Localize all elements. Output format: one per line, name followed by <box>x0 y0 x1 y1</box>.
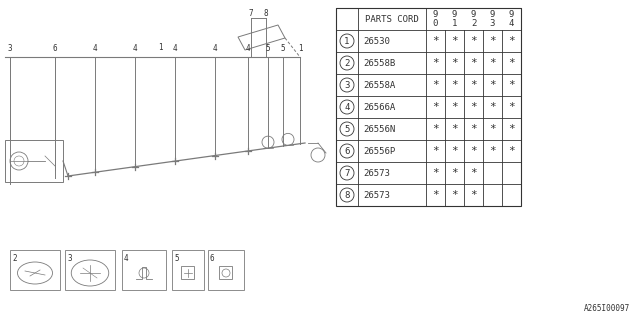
Text: A265I00097: A265I00097 <box>584 304 630 313</box>
Text: 5: 5 <box>281 44 285 53</box>
Text: 26556N: 26556N <box>363 124 396 133</box>
Text: 6: 6 <box>344 147 349 156</box>
Bar <box>172 250 204 290</box>
Text: *: * <box>470 190 477 200</box>
Text: *: * <box>489 102 496 112</box>
Text: *: * <box>470 58 477 68</box>
Text: *: * <box>432 146 439 156</box>
Text: *: * <box>508 36 515 46</box>
Text: 2: 2 <box>344 59 349 68</box>
Bar <box>65 250 115 290</box>
Text: 4: 4 <box>212 44 218 53</box>
Text: 4: 4 <box>132 44 138 53</box>
Bar <box>208 250 244 290</box>
Text: 26530: 26530 <box>363 36 390 45</box>
Text: 6: 6 <box>52 44 58 53</box>
Text: 5: 5 <box>174 254 179 263</box>
Text: *: * <box>489 146 496 156</box>
Text: *: * <box>470 146 477 156</box>
Text: 1: 1 <box>344 36 349 45</box>
Text: *: * <box>470 80 477 90</box>
Bar <box>122 250 166 290</box>
Text: 26556P: 26556P <box>363 147 396 156</box>
Text: 26573: 26573 <box>363 169 390 178</box>
Bar <box>336 8 521 206</box>
Text: *: * <box>470 102 477 112</box>
Text: 7: 7 <box>344 169 349 178</box>
Text: 9
1: 9 1 <box>452 10 457 28</box>
Text: 1: 1 <box>157 43 163 52</box>
Text: *: * <box>451 58 458 68</box>
Text: 6: 6 <box>210 254 214 263</box>
Bar <box>181 266 194 279</box>
Bar <box>5 140 63 182</box>
Text: 26573: 26573 <box>363 190 390 199</box>
Text: 4: 4 <box>93 44 97 53</box>
Text: 1: 1 <box>298 44 302 53</box>
Text: *: * <box>508 124 515 134</box>
Text: 26566A: 26566A <box>363 102 396 111</box>
Text: *: * <box>508 102 515 112</box>
Text: *: * <box>432 58 439 68</box>
Text: *: * <box>489 80 496 90</box>
Text: *: * <box>470 36 477 46</box>
Text: 3: 3 <box>8 44 12 53</box>
Text: *: * <box>432 168 439 178</box>
Text: 4: 4 <box>344 102 349 111</box>
Text: *: * <box>451 124 458 134</box>
Text: *: * <box>432 102 439 112</box>
Text: *: * <box>451 102 458 112</box>
Text: *: * <box>451 190 458 200</box>
Text: 4: 4 <box>124 254 129 263</box>
Text: 2: 2 <box>12 254 17 263</box>
Text: *: * <box>432 124 439 134</box>
Text: 8: 8 <box>344 190 349 199</box>
Text: 5: 5 <box>344 124 349 133</box>
Bar <box>219 266 232 279</box>
Text: 26558B: 26558B <box>363 59 396 68</box>
Text: *: * <box>432 190 439 200</box>
Text: *: * <box>432 80 439 90</box>
Text: *: * <box>470 168 477 178</box>
Text: *: * <box>432 36 439 46</box>
Text: 7: 7 <box>249 9 253 18</box>
Text: *: * <box>508 58 515 68</box>
Text: *: * <box>508 146 515 156</box>
Bar <box>10 250 60 290</box>
Text: 9
0: 9 0 <box>433 10 438 28</box>
Text: 9
3: 9 3 <box>490 10 495 28</box>
Text: 9
4: 9 4 <box>509 10 514 28</box>
Text: *: * <box>489 58 496 68</box>
Text: *: * <box>489 124 496 134</box>
Text: 4: 4 <box>246 44 250 53</box>
Text: *: * <box>451 36 458 46</box>
Text: *: * <box>451 146 458 156</box>
Text: 3: 3 <box>344 81 349 90</box>
Text: *: * <box>508 80 515 90</box>
Text: 5: 5 <box>266 44 270 53</box>
Text: 4: 4 <box>173 44 177 53</box>
Text: 9
2: 9 2 <box>471 10 476 28</box>
Text: *: * <box>451 168 458 178</box>
Text: 8: 8 <box>264 9 268 18</box>
Text: PARTS CORD: PARTS CORD <box>365 14 419 23</box>
Text: *: * <box>451 80 458 90</box>
Text: *: * <box>470 124 477 134</box>
Text: *: * <box>489 36 496 46</box>
Text: 3: 3 <box>67 254 72 263</box>
Text: 26558A: 26558A <box>363 81 396 90</box>
